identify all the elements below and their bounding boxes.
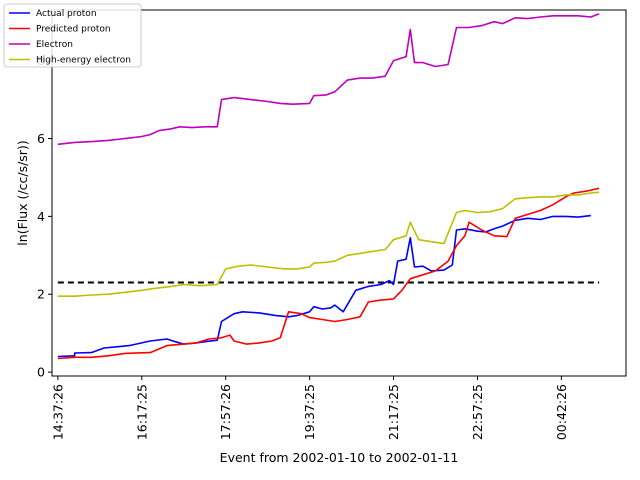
x-tick-label: 00:42:26 xyxy=(554,384,569,440)
series-line-1 xyxy=(57,187,600,360)
series-line-2 xyxy=(57,13,600,146)
x-tick-label: 21:17:25 xyxy=(386,384,401,440)
legend-label: Electron xyxy=(36,40,73,50)
series-line-3 xyxy=(57,191,600,298)
x-axis: 14:37:26 16:17:25 17:57:26 19:37:25 21:17:25… xyxy=(50,376,569,440)
series-line-0 xyxy=(57,214,591,358)
series-layer xyxy=(57,13,600,360)
y-axis-label: ln(Flux (/cc/s/sr)) xyxy=(15,140,30,245)
legend-box xyxy=(3,3,142,68)
y-tick-label: 2 xyxy=(37,287,45,302)
x-tick-label: 17:57:26 xyxy=(218,384,233,440)
y-tick-label: 4 xyxy=(37,209,45,224)
legend-label: High-energy electron xyxy=(36,56,131,66)
legend-label: Actual proton xyxy=(36,9,97,19)
legend: Actual proton Predicted proton Electron Hig… xyxy=(3,3,142,68)
x-tick-label: 19:37:25 xyxy=(302,384,317,440)
x-axis-label: Event from 2002-01-10 to 2002-01-11 xyxy=(220,450,459,465)
x-tick-label: 16:17:25 xyxy=(134,384,149,440)
y-tick-label: 0 xyxy=(37,365,45,380)
y-axis: 02468 xyxy=(37,53,52,380)
x-tick-label: 22:57:25 xyxy=(470,384,485,440)
plot-area xyxy=(51,9,627,377)
legend-label: Predicted proton xyxy=(36,25,111,35)
y-tick-label: 6 xyxy=(37,131,45,146)
x-tick-label: 14:37:26 xyxy=(50,384,65,440)
